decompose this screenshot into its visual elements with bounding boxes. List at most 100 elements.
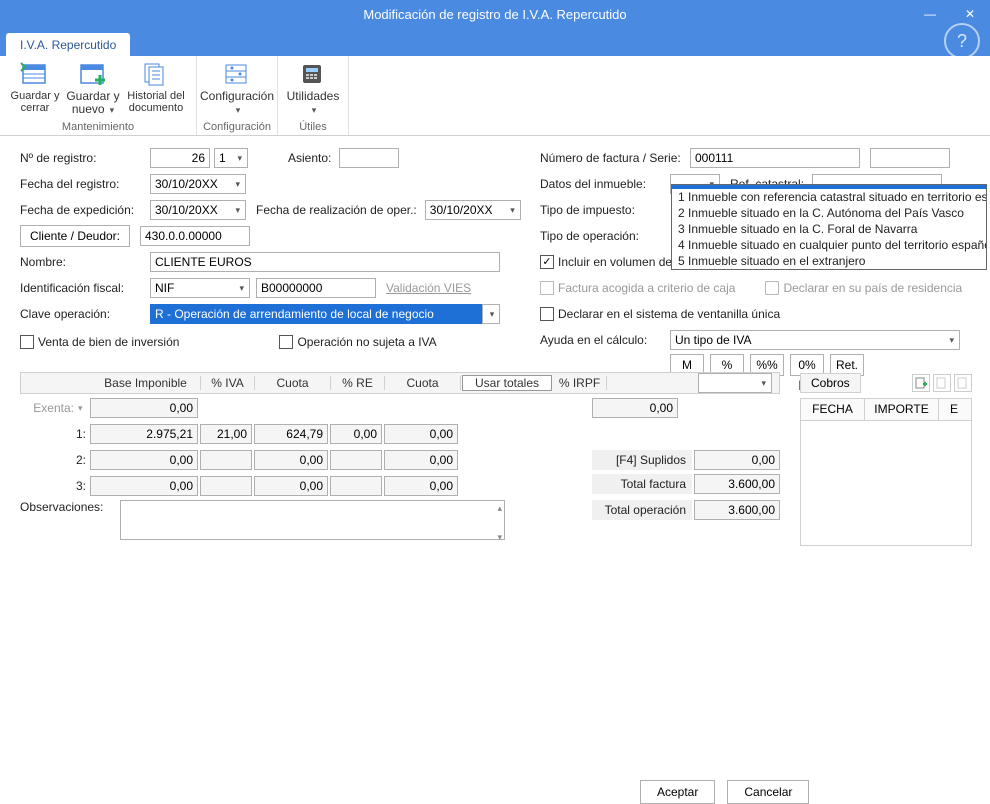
cobros-delete-icon[interactable]	[954, 374, 972, 392]
nregistro-input[interactable]	[150, 148, 210, 168]
declarar-vent-check[interactable]	[540, 307, 554, 321]
cliente-button[interactable]: Cliente / Deudor:	[20, 225, 130, 247]
declarar-res-label: Declarar en su país de residencia	[783, 281, 962, 295]
serie-input[interactable]	[870, 148, 950, 168]
nombre-label: Nombre:	[20, 255, 150, 269]
tab-iva[interactable]: I.V.A. Repercutido	[6, 33, 130, 56]
pre-input[interactable]	[330, 476, 382, 496]
piva-input[interactable]	[200, 476, 252, 496]
clave-select-arrow[interactable]: ▾	[482, 304, 500, 324]
venta-inv-label: Venta de bien de inversión	[38, 335, 179, 349]
base-input[interactable]	[90, 424, 198, 444]
idfiscal-tipo-select[interactable]: NIF▾	[150, 278, 250, 298]
clave-label: Clave operación:	[20, 307, 150, 321]
fecha-reg-input[interactable]: 30/10/20XX▾	[150, 174, 246, 194]
fecha-reg-label: Fecha del registro:	[20, 177, 150, 191]
pre-input[interactable]	[330, 450, 382, 470]
config-icon	[222, 61, 252, 87]
pre-input[interactable]	[330, 424, 382, 444]
datos-inm-label: Datos del inmueble:	[540, 177, 670, 191]
piva-input[interactable]	[200, 450, 252, 470]
observaciones-input[interactable]: ▴▾	[120, 500, 505, 540]
factura-caja-label: Factura acogida a criterio de caja	[558, 281, 735, 295]
clave-select[interactable]: R - Operación de arrendamiento de local …	[150, 304, 482, 324]
op-no-iva-check[interactable]	[279, 335, 293, 349]
titlebar: Modificación de registro de I.V.A. Reper…	[0, 0, 990, 28]
cuota-input[interactable]	[254, 424, 328, 444]
declarar-vent-label: Declarar en el sistema de ventanilla úni…	[558, 307, 780, 321]
minimize-button[interactable]: —	[910, 0, 950, 28]
row-label: 3:	[20, 479, 86, 493]
factura-caja-check	[540, 281, 554, 295]
irpf-select[interactable]: ▾	[698, 373, 772, 393]
dropdown-item[interactable]: 2 Inmueble situado en la C. Autónoma del…	[672, 205, 986, 221]
fecha-exp-label: Fecha de expedición:	[20, 203, 150, 217]
tipo-imp-label: Tipo de impuesto:	[540, 203, 670, 217]
ribbon-guardar-cerrar[interactable]: Guardar y cerrar	[6, 58, 64, 121]
dropdown-item[interactable]: 4 Inmueble situado en cualquier punto de…	[672, 237, 986, 253]
incluir-check[interactable]: ✓	[540, 255, 554, 269]
numfac-input[interactable]	[690, 148, 860, 168]
venta-inv-check[interactable]	[20, 335, 34, 349]
numfac-label: Número de factura / Serie:	[540, 151, 690, 165]
fecha-oper-label: Fecha de realización de oper.:	[256, 203, 417, 217]
base-input[interactable]	[90, 476, 198, 496]
tipo-op-label: Tipo de operación:	[540, 229, 670, 243]
exenta-label: Exenta:	[20, 401, 74, 415]
suplidos-label: [F4] Suplidos	[592, 450, 692, 470]
help-icon[interactable]: ?	[944, 23, 980, 59]
nreg2-select[interactable]: 1▾	[214, 148, 248, 168]
exenta-input[interactable]	[90, 398, 198, 418]
cobros-edit-icon[interactable]	[933, 374, 951, 392]
cuota2-input[interactable]	[384, 424, 458, 444]
idfiscal-label: Identificación fiscal:	[20, 281, 150, 295]
ribbon-historial[interactable]: Historial del documento	[122, 58, 190, 121]
base-input[interactable]	[90, 450, 198, 470]
cuota2-input[interactable]	[384, 476, 458, 496]
nregistro-label: Nº de registro:	[20, 151, 150, 165]
cancelar-button[interactable]: Cancelar	[727, 780, 809, 804]
validacion-link[interactable]: Validación VIES	[386, 281, 471, 295]
nombre-input[interactable]	[150, 252, 500, 272]
row-label: 1:	[20, 427, 86, 441]
row-label: 2:	[20, 453, 86, 467]
total-op-label: Total operación	[592, 500, 692, 520]
history-icon	[141, 61, 171, 87]
irpf-blank-input[interactable]	[592, 398, 678, 418]
cobros-add-icon[interactable]	[912, 374, 930, 392]
dropdown-item[interactable]: 3 Inmueble situado en la C. Foral de Nav…	[672, 221, 986, 237]
ayuda-select[interactable]: Un tipo de IVA▾	[670, 330, 960, 350]
declarar-res-check	[765, 281, 779, 295]
fecha-oper-input[interactable]: 30/10/20XX▾	[425, 200, 521, 220]
ribbon-guardar-nuevo[interactable]: Guardar y nuevo	[64, 58, 122, 121]
obs-label: Observaciones:	[20, 500, 120, 540]
datos-inm-dropdown[interactable]: 1 Inmueble con referencia catastral situ…	[671, 184, 987, 270]
window-title: Modificación de registro de I.V.A. Reper…	[363, 7, 626, 22]
idfiscal-input[interactable]	[256, 278, 376, 298]
grid-header: Base Imponible % IVA Cuota % RE Cuota Us…	[20, 372, 780, 394]
save-new-icon	[78, 61, 108, 87]
cuota-input[interactable]	[254, 476, 328, 496]
asiento-label: Asiento:	[288, 151, 331, 165]
cuota2-input[interactable]	[384, 450, 458, 470]
cliente-input[interactable]	[140, 226, 250, 246]
total-fac-label: Total factura	[592, 474, 692, 494]
cuota-input[interactable]	[254, 450, 328, 470]
aceptar-button[interactable]: Aceptar	[640, 780, 715, 804]
op-no-iva-label: Operación no sujeta a IVA	[297, 335, 436, 349]
asiento-input[interactable]	[339, 148, 399, 168]
usar-totales-button[interactable]: Usar totales	[462, 375, 552, 391]
dropdown-item[interactable]: 1 Inmueble con referencia catastral situ…	[672, 189, 986, 205]
fecha-exp-input[interactable]: 30/10/20XX▾	[150, 200, 246, 220]
ribbon-utilidades[interactable]: Utilidades	[284, 58, 342, 121]
tabbar: I.V.A. Repercutido ?	[0, 28, 990, 56]
save-close-icon	[20, 61, 50, 87]
total-fac-input	[694, 474, 780, 494]
ayuda-label: Ayuda en el cálculo:	[540, 333, 670, 347]
suplidos-input[interactable]	[694, 450, 780, 470]
ribbon-configuracion[interactable]: Configuración	[203, 58, 271, 121]
piva-input[interactable]	[200, 424, 252, 444]
incluir-label: Incluir en volumen de op	[558, 255, 689, 269]
dropdown-item[interactable]: 5 Inmueble situado en el extranjero	[672, 253, 986, 269]
cobros-title: Cobros	[800, 373, 861, 393]
